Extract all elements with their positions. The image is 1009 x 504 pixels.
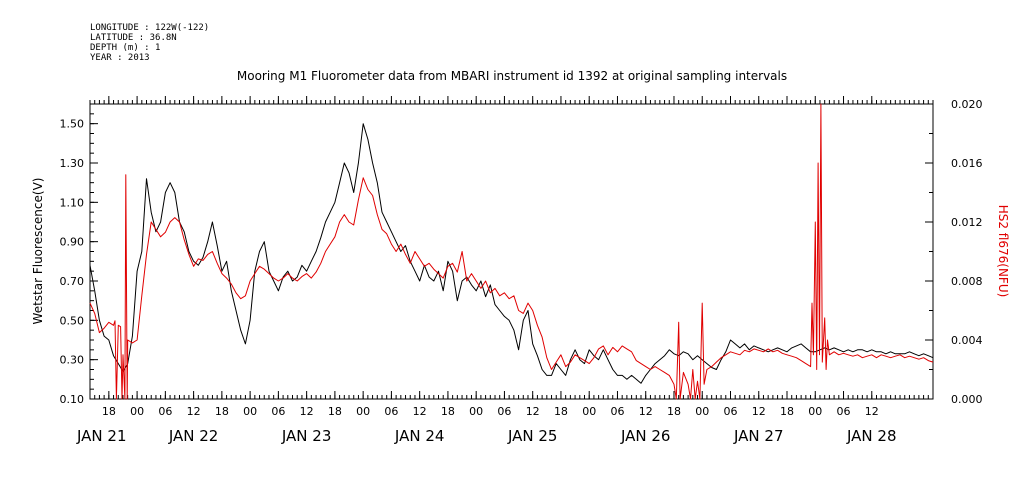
- date-label: JAN 21: [76, 427, 127, 445]
- left-tick-label: 0.10: [60, 393, 85, 406]
- right-tick-label: 0.020: [951, 98, 983, 111]
- left-tick-label: 1.30: [60, 157, 85, 170]
- hour-tick-label: 12: [865, 405, 879, 418]
- hour-tick-label: 06: [610, 405, 624, 418]
- hour-tick-label: 06: [158, 405, 172, 418]
- hour-tick-label: 12: [187, 405, 201, 418]
- hour-tick-label: 18: [328, 405, 342, 418]
- hour-tick-label: 18: [441, 405, 455, 418]
- left-axis-ticks: 0.10 0.30 0.50 0.70 0.90 1.10 1.30 1.50: [60, 103, 98, 406]
- hour-tick-label: 00: [130, 405, 144, 418]
- left-tick-label: 1.50: [60, 118, 85, 131]
- date-label: JAN 25: [507, 427, 558, 445]
- metadata-block: LONGITUDE : 122W(-122) LATITUDE : 36.8N …: [90, 23, 209, 63]
- right-tick-label: 0.000: [951, 393, 983, 406]
- hour-tick-label: 06: [271, 405, 285, 418]
- right-tick-label: 0.004: [951, 334, 983, 347]
- right-axis-ticks: 0.000 0.004 0.008 0.012 0.016 0.020: [925, 98, 983, 406]
- hour-tick-label: 12: [639, 405, 653, 418]
- hour-tick-label: 18: [215, 405, 229, 418]
- wetstar-series-line: [89, 123, 934, 384]
- depth-line: DEPTH (m) : 1: [90, 43, 160, 53]
- right-tick-label: 0.008: [951, 275, 983, 288]
- plot-frame: [89, 103, 934, 400]
- hour-tick-label: 00: [243, 405, 257, 418]
- latitude-line: LATITUDE : 36.8N: [90, 33, 177, 43]
- time-axis-ticks: 18 00 06 12 18 00 06 12 18 00 06 12 18 00 06 12 18 00 06 12…: [76, 96, 934, 445]
- hour-tick-label: 00: [695, 405, 709, 418]
- left-tick-label: 0.50: [60, 314, 85, 327]
- hour-tick-label: 06: [497, 405, 511, 418]
- right-tick-label: 0.012: [951, 216, 983, 229]
- hour-tick-label: 00: [808, 405, 822, 418]
- hour-tick-label: 00: [582, 405, 596, 418]
- chart-title: Mooring M1 Fluorometer data from MBARI i…: [237, 69, 787, 83]
- date-label: JAN 22: [168, 427, 219, 445]
- hour-tick-label: 12: [413, 405, 427, 418]
- date-label: JAN 27: [733, 427, 784, 445]
- longitude-line: LONGITUDE : 122W(-122): [90, 23, 209, 33]
- date-label: JAN 26: [620, 427, 671, 445]
- right-axis-title: HS2 fl676(NFU): [996, 205, 1009, 298]
- date-label: JAN 28: [846, 427, 897, 445]
- hour-tick-label: 18: [102, 405, 116, 418]
- hour-tick-label: 06: [384, 405, 398, 418]
- hour-tick-label: 12: [300, 405, 314, 418]
- date-label: JAN 24: [394, 427, 445, 445]
- date-label: JAN 23: [281, 427, 332, 445]
- left-tick-label: 1.10: [60, 196, 85, 209]
- hour-tick-label: 18: [780, 405, 794, 418]
- fl676-series-line: [89, 103, 934, 400]
- hour-tick-label: 18: [554, 405, 568, 418]
- hour-tick-label: 06: [837, 405, 851, 418]
- hour-tick-label: 12: [526, 405, 540, 418]
- hour-tick-label: 06: [723, 405, 737, 418]
- left-axis-title: Wetstar Fluorescence(V): [31, 178, 45, 325]
- hour-tick-label: 00: [356, 405, 370, 418]
- left-tick-label: 0.70: [60, 275, 85, 288]
- hour-tick-label: 00: [469, 405, 483, 418]
- right-tick-label: 0.016: [951, 157, 983, 170]
- series-layer: [89, 103, 934, 400]
- left-tick-label: 0.30: [60, 354, 85, 367]
- left-tick-label: 0.90: [60, 236, 85, 249]
- hour-tick-label: 12: [752, 405, 766, 418]
- hour-tick-label: 18: [667, 405, 681, 418]
- year-line: YEAR : 2013: [90, 53, 150, 63]
